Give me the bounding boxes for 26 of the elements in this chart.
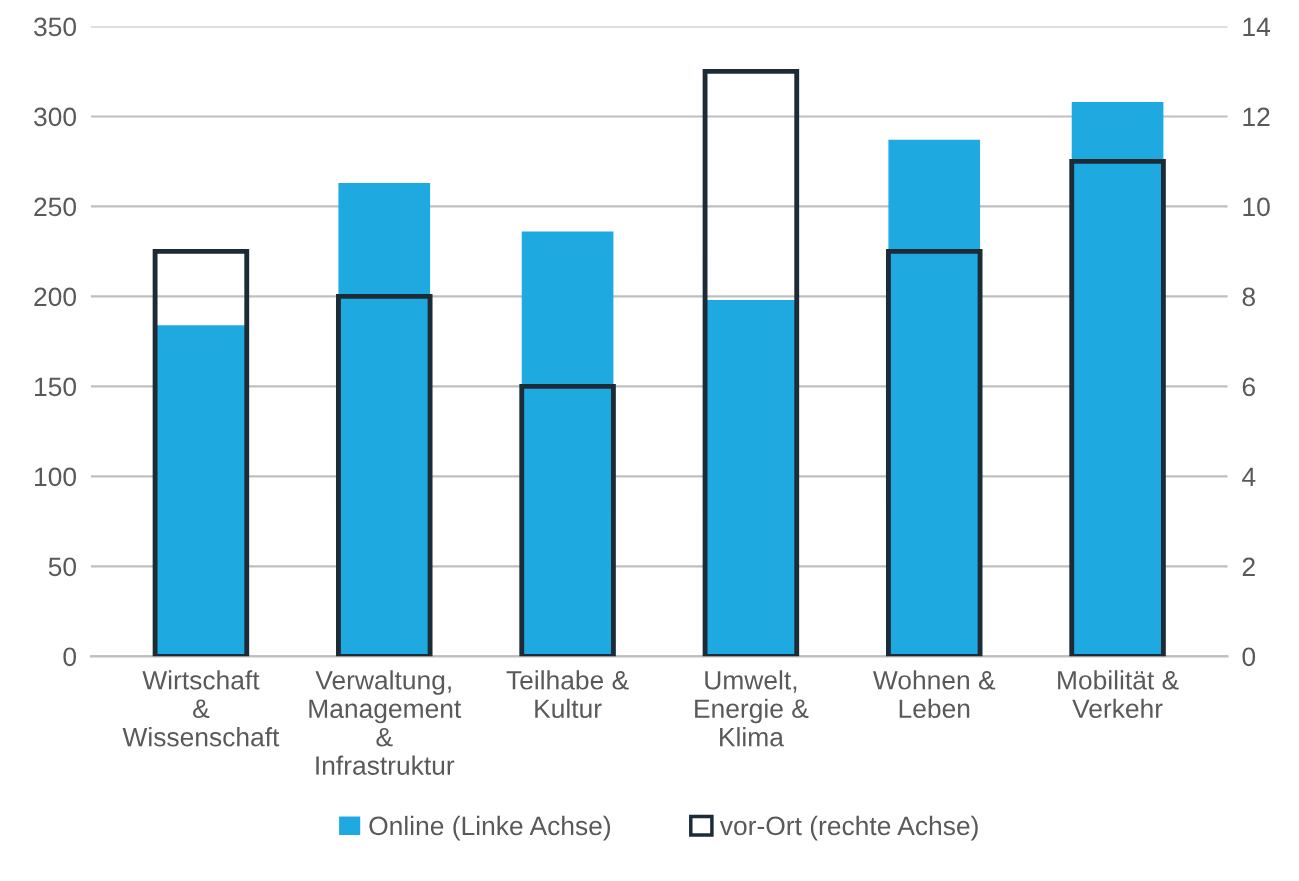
- y-tick-label: 350: [34, 17, 77, 37]
- y2-tick-label: 4: [1242, 467, 1256, 486]
- x-tick-label: Wirtschaft & Wissenschaft: [122, 670, 280, 747]
- y-tick-label: 250: [34, 197, 77, 217]
- y-tick-label: 300: [34, 107, 77, 127]
- y-tick-label: 200: [34, 287, 77, 307]
- x-tick-label: Mobilität & Verkehr: [1058, 670, 1179, 719]
- x-tick-label: Wohnen & Leben: [872, 670, 996, 719]
- x-tick-label: Verwaltung, Management & Infrastruktur: [309, 670, 462, 775]
- y2-tick-label: 6: [1242, 377, 1255, 397]
- bar: [338, 183, 431, 657]
- y2-tick-label: 8: [1242, 287, 1255, 307]
- legend-label: Online (Linke Achse): [369, 815, 610, 841]
- y-tick-label: 0: [63, 647, 77, 667]
- x-tick-label: Teilhabe & Kultur: [506, 670, 629, 719]
- y-tick-label: 50: [48, 557, 77, 577]
- y2-tick-label: 2: [1242, 557, 1255, 576]
- y-tick-label: 100: [35, 467, 77, 487]
- y2-tick-label: 12: [1243, 107, 1270, 126]
- y2-tick-label: 14: [1243, 17, 1271, 36]
- y2-tick-label: 10: [1243, 197, 1270, 217]
- bar: [521, 231, 614, 657]
- x-tick-label: Umwelt, Energie & Klima: [695, 670, 809, 747]
- y2-tick-label: 0: [1242, 647, 1256, 667]
- y-tick-label: 150: [35, 377, 77, 397]
- legend-label: vor-Ort (rechte Achse): [719, 815, 978, 841]
